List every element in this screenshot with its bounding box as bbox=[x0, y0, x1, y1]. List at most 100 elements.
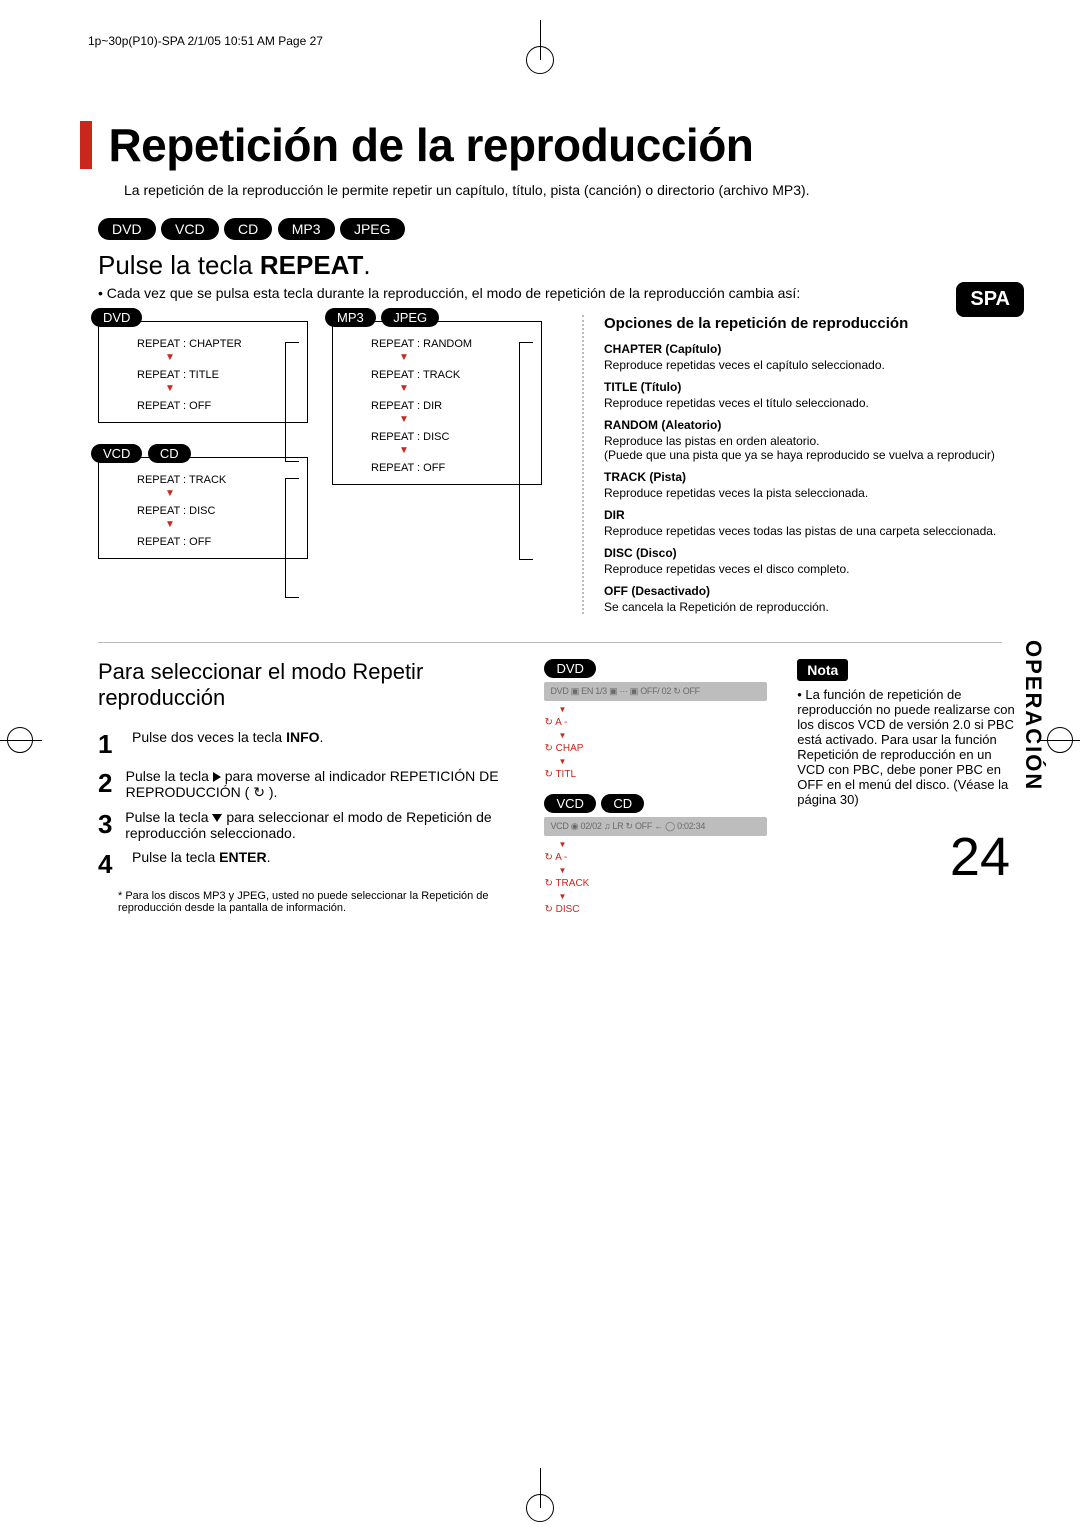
format-pill: DVD bbox=[98, 218, 156, 240]
note-label: Nota bbox=[797, 659, 848, 681]
option-term: TITLE (Título) bbox=[604, 380, 1020, 394]
flow-item: REPEAT : TRACK bbox=[137, 474, 295, 486]
option-term: CHAPTER (Capítulo) bbox=[604, 342, 1020, 356]
option-term: RANDOM (Aleatorio) bbox=[604, 418, 1020, 432]
option-term: DIR bbox=[604, 508, 1020, 522]
osd-arrow-icon: ▼ bbox=[558, 757, 767, 766]
heading-text: Pulse la tecla bbox=[98, 250, 260, 280]
flow-item: REPEAT : RANDOM bbox=[371, 338, 529, 350]
step-row: 4 Pulse la tecla ENTER. bbox=[98, 849, 514, 880]
divider bbox=[98, 642, 1002, 643]
flow-item: REPEAT : TRACK bbox=[371, 369, 529, 381]
flow-diagrams: DVD REPEAT : CHAPTER ▼ REPEAT : TITLE ▼ … bbox=[98, 315, 1020, 614]
step-number: 1 bbox=[98, 729, 122, 760]
format-pill: MP3 bbox=[278, 218, 335, 240]
note-text: • La función de repetición de reproducci… bbox=[797, 687, 1020, 807]
osd-item: ↻ DISC bbox=[544, 904, 767, 915]
osd-info-bar: VCD ◉ 02/02 ♫ LR ↻ OFF ← ◯ 0:02:34 bbox=[544, 817, 767, 836]
flow-item: REPEAT : DISC bbox=[137, 505, 295, 517]
flow-mid-column: MP3 JPEG REPEAT : RANDOM ▼ REPEAT : TRAC… bbox=[332, 315, 542, 614]
flow-arrow-icon: ▼ bbox=[165, 383, 295, 394]
osd-arrow-icon: ▼ bbox=[558, 866, 767, 875]
osd-label-pill: VCD bbox=[544, 794, 595, 813]
options-heading: Opciones de la repetición de reproducció… bbox=[604, 315, 1020, 332]
title-block: Repetición de la reproducción bbox=[80, 118, 1020, 172]
flow-item: REPEAT : OFF bbox=[137, 400, 295, 412]
osd-arrow-icon: ▼ bbox=[558, 731, 767, 740]
flow-item: REPEAT : DIR bbox=[371, 400, 529, 412]
title-accent-bar bbox=[80, 121, 92, 169]
flow-item: REPEAT : TITLE bbox=[137, 369, 295, 381]
heading-text: . bbox=[363, 250, 370, 280]
option-desc: Se cancela la Repetición de reproducción… bbox=[604, 600, 1020, 614]
lower-section: Para seleccionar el modo Repetir reprodu… bbox=[98, 659, 1020, 918]
flow-item: REPEAT : CHAPTER bbox=[137, 338, 295, 350]
format-pill: VCD bbox=[161, 218, 219, 240]
osd-arrow-icon: ▼ bbox=[558, 705, 767, 714]
osd-column: DVD DVD ▣ EN 1/3 ▣ ··· ▣ OFF/ 02 ↻ OFF ▼… bbox=[544, 659, 767, 918]
osd-arrow-icon: ▼ bbox=[558, 840, 767, 849]
osd-arrow-icon: ▼ bbox=[558, 892, 767, 901]
step-number: 4 bbox=[98, 849, 122, 880]
step-text: Pulse la tecla para moverse al indicador… bbox=[126, 768, 515, 801]
flow-arrow-icon: ▼ bbox=[165, 488, 295, 499]
option-desc: Reproduce repetidas veces el título sele… bbox=[604, 396, 1020, 410]
steps-column: Para seleccionar el modo Repetir reprodu… bbox=[98, 659, 514, 918]
step-row: 3 Pulse la tecla para seleccionar el mod… bbox=[98, 809, 514, 841]
option-desc: Reproduce las pistas en orden aleatorio.… bbox=[604, 434, 1020, 462]
step-row: 1 Pulse dos veces la tecla INFO. bbox=[98, 729, 514, 760]
right-arrow-icon bbox=[213, 772, 221, 782]
option-desc: Reproduce repetidas veces todas las pist… bbox=[604, 524, 1020, 538]
step-number: 2 bbox=[98, 768, 116, 799]
step-text: Pulse dos veces la tecla INFO. bbox=[132, 729, 323, 745]
flow-arrow-icon: ▼ bbox=[165, 352, 295, 363]
option-desc: Reproduce repetidas veces la pista selec… bbox=[604, 486, 1020, 500]
step-number: 3 bbox=[98, 809, 115, 840]
option-term: DISC (Disco) bbox=[604, 546, 1020, 560]
osd-label-pill: DVD bbox=[544, 659, 595, 678]
section-heading: Pulse la tecla REPEAT. bbox=[98, 250, 1020, 281]
osd-item: ↻ TRACK bbox=[544, 878, 767, 889]
page-number: 24 bbox=[950, 826, 1010, 888]
flow-label-pill: VCD bbox=[91, 444, 142, 463]
down-arrow-icon bbox=[212, 814, 222, 822]
running-header: 1p~30p(P10)-SPA 2/1/05 10:51 AM Page 27 bbox=[88, 34, 1020, 48]
page-title: Repetición de la reproducción bbox=[108, 119, 753, 171]
osd-mode-list: ▼ ↻ A - ▼ ↻ CHAP ▼ ↻ TITL bbox=[544, 705, 767, 780]
footnote: * Para los discos MP3 y JPEG, usted no p… bbox=[118, 890, 514, 914]
step-text: Pulse la tecla ENTER. bbox=[132, 849, 271, 865]
format-pill: JPEG bbox=[340, 218, 405, 240]
osd-label-pill: CD bbox=[601, 794, 644, 813]
flow-item: REPEAT : DISC bbox=[371, 431, 529, 443]
mp3-flow-box: MP3 JPEG REPEAT : RANDOM ▼ REPEAT : TRAC… bbox=[332, 321, 542, 485]
flow-label-pill: JPEG bbox=[381, 308, 439, 327]
flow-arrow-icon: ▼ bbox=[399, 445, 529, 456]
flow-arrow-icon: ▼ bbox=[399, 414, 529, 425]
option-desc: Reproduce repetidas veces el disco compl… bbox=[604, 562, 1020, 576]
vcdcd-flow-box: VCD CD REPEAT : TRACK ▼ REPEAT : DISC ▼ … bbox=[98, 457, 308, 559]
option-term: OFF (Desactivado) bbox=[604, 584, 1020, 598]
flow-arrow-icon: ▼ bbox=[399, 352, 529, 363]
option-term: TRACK (Pista) bbox=[604, 470, 1020, 484]
flow-label-pill: CD bbox=[148, 444, 191, 463]
steps-heading: Para seleccionar el modo Repetir reprodu… bbox=[98, 659, 514, 711]
side-section-label: OPERACIÓN bbox=[1020, 640, 1046, 791]
format-pill-row: DVD VCD CD MP3 JPEG bbox=[98, 218, 1020, 240]
osd-item: ↻ TITL bbox=[544, 769, 767, 780]
manual-page: 1p~30p(P10)-SPA 2/1/05 10:51 AM Page 27 … bbox=[0, 0, 1080, 958]
osd-info-bar: DVD ▣ EN 1/3 ▣ ··· ▣ OFF/ 02 ↻ OFF bbox=[544, 682, 767, 701]
osd-mode-list: ▼ ↻ A - ▼ ↻ TRACK ▼ ↻ DISC bbox=[544, 840, 767, 915]
flow-arrow-icon: ▼ bbox=[399, 383, 529, 394]
heading-bold: REPEAT bbox=[260, 250, 364, 280]
flow-label-pill: MP3 bbox=[325, 308, 376, 327]
options-column: Opciones de la repetición de reproducció… bbox=[582, 315, 1020, 614]
osd-item: ↻ A - bbox=[544, 852, 767, 863]
flow-left-column: DVD REPEAT : CHAPTER ▼ REPEAT : TITLE ▼ … bbox=[98, 315, 308, 614]
flow-item: REPEAT : OFF bbox=[137, 536, 295, 548]
intro-bullet: • Cada vez que se pulsa esta tecla duran… bbox=[98, 285, 1020, 301]
format-pill: CD bbox=[224, 218, 272, 240]
step-row: 2 Pulse la tecla para moverse al indicad… bbox=[98, 768, 514, 801]
flow-arrow-icon: ▼ bbox=[165, 519, 295, 530]
dvd-flow-box: DVD REPEAT : CHAPTER ▼ REPEAT : TITLE ▼ … bbox=[98, 321, 308, 423]
flow-item: REPEAT : OFF bbox=[371, 462, 529, 474]
